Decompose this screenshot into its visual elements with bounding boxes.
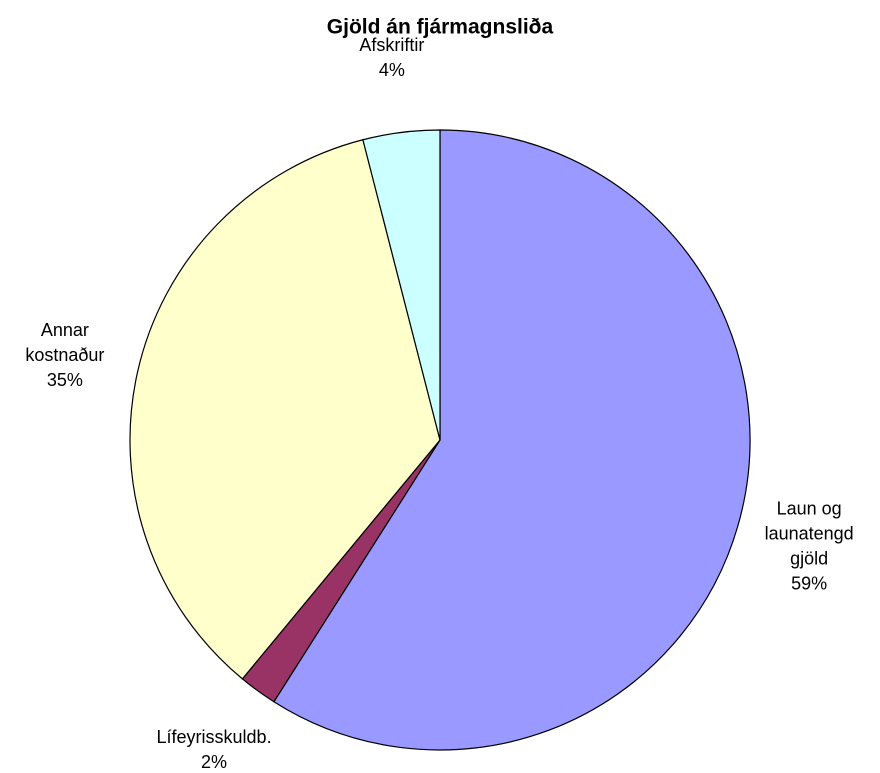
- pie-slice: [129, 139, 441, 680]
- slice-label: Lífeyrisskuldb.: [157, 727, 272, 747]
- slice-label: Afskriftir: [359, 35, 424, 55]
- pie-slice: [362, 129, 441, 441]
- slice-value-label: 2%: [201, 752, 227, 772]
- slice-value-label: 4%: [379, 60, 405, 80]
- chart-title: Gjöld án fjármagnsliða: [327, 16, 554, 39]
- slice-value-label: 59%: [791, 573, 827, 593]
- slice-label: Laun og: [777, 498, 842, 518]
- slice-label: launatengd: [765, 523, 854, 543]
- slice-label: kostnaður: [25, 345, 104, 365]
- slice-value-label: 35%: [47, 370, 83, 390]
- pie-slice: [273, 129, 751, 751]
- slice-label: Annar: [41, 320, 89, 340]
- slice-label: gjöld: [790, 548, 828, 568]
